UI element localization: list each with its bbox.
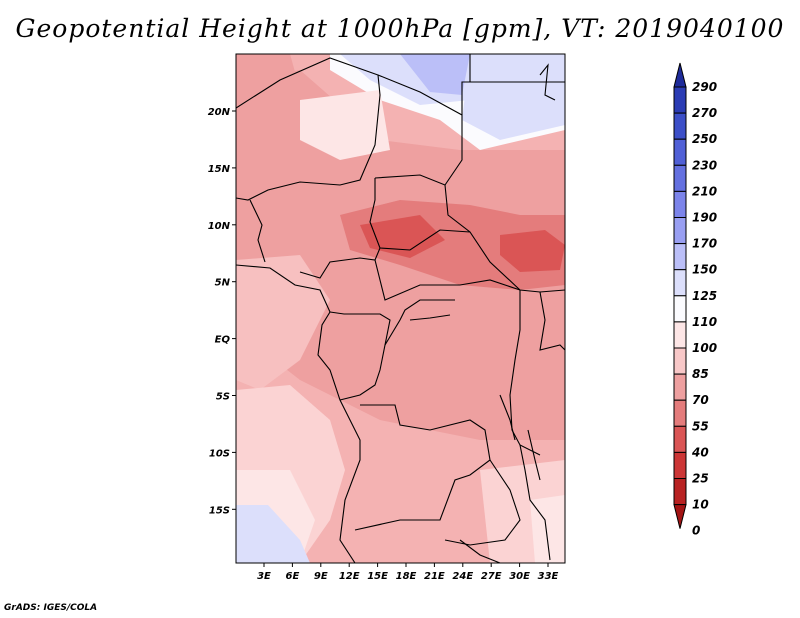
colorbar-label: 125 [692,289,717,303]
field-blue-southwest [236,505,310,563]
colorbar-segment [673,190,687,218]
lon-label: 12E [339,571,360,582]
border-nigeria-east [249,199,266,263]
colorbar-segment [673,373,687,401]
lon-label: 33E [538,571,559,582]
border-car-north [379,229,471,251]
colorbar-segment [673,347,687,375]
border-chad-libya [374,74,463,186]
lat-label: EQ [215,335,231,346]
colorbar-label: 290 [692,80,717,94]
lon-label: 27E [481,571,502,582]
colorbar-segment [673,425,687,453]
lon-label: 18E [396,571,417,582]
river-congo [409,314,451,321]
border-south [459,539,501,563]
colorbar-label: 55 [692,419,709,433]
lake-tanganyika [499,394,516,441]
colorbar-segment [673,321,687,349]
red-sea-coast [539,63,556,101]
colorbar-bottom-arrow [673,504,687,529]
country-borders [236,54,565,563]
colorbar-label: 10 [692,498,709,512]
border-drc-north [384,299,455,346]
colorbar-label: 150 [692,263,717,277]
colorbar-segment [673,138,687,166]
latitude-axis: 20N 15N 10N 5N EQ 5S 10S 15S [208,107,236,516]
lat-label: 5S [216,392,230,403]
colorbar-segment [673,295,687,323]
colorbar-label: 25 [692,472,709,486]
colorbar-label: 40 [691,445,709,459]
border-car-drc [374,259,521,301]
border-north-west [236,57,381,201]
field-pale-north [300,90,390,160]
map-title: Geopotential Height at 1000hPa [gpm], VT… [15,14,785,43]
colorbar: 2902702502302101901701501251101008570554… [673,62,717,538]
lake-malawi [527,429,541,481]
colorbar-segment [673,217,687,245]
colorbar-label: 210 [692,184,717,198]
colorbar-top-arrow [673,62,687,88]
field-low-center [360,215,445,258]
lat-label: 10N [208,221,231,232]
lon-label: 24E [452,571,473,582]
colorbar-segment [673,451,687,479]
colorbar-label: 270 [692,106,717,120]
lon-label: 15E [367,571,388,582]
colorbar-segment [673,243,687,271]
colorbar-segment [673,86,687,114]
colorbar-label: 100 [692,341,717,355]
longitude-axis: 3E 6E 9E 12E 15E 18E 21E 24E 27E 30E 33E [257,563,559,582]
lon-label: 9E [314,571,328,582]
field-blue-northeast [462,54,565,140]
lon-label: 21E [424,571,445,582]
border-west-coast [317,311,361,563]
lon-label: 3E [257,571,271,582]
colorbar-label: 85 [692,367,709,381]
field-light-west [236,255,330,390]
lon-label: 6E [286,571,300,582]
lat-label: 15N [208,164,231,175]
lat-label: 20N [208,107,231,118]
colorbar-segment [673,164,687,192]
grads-credit: GrADS: IGES/COLA [4,603,98,613]
field-pale-southeast [530,495,565,563]
border-libya-sudan [461,54,471,115]
field-blue-core [400,54,470,95]
colorbar-segment [673,478,687,506]
colorbar-segment [673,399,687,427]
colorbar-label: 190 [692,211,717,225]
height-field [236,54,565,563]
lat-label: 5N [215,278,231,289]
border-mozambique [519,444,551,561]
field-northwest [236,54,300,110]
border-coast-nigeria [236,264,331,313]
colorbar-segment [673,269,687,297]
lat-label: 10S [209,448,230,459]
colorbar-label: 250 [692,132,717,146]
lat-label: 15S [209,505,230,516]
colorbar-label: 110 [692,315,717,329]
map-frame [235,53,566,564]
colorbar-label: 70 [692,393,709,407]
colorbar-label: 0 [692,524,700,538]
lon-label: 30E [509,571,530,582]
field-low-east [500,230,565,272]
border-angola [354,404,491,531]
colorbar-label: 170 [692,237,717,251]
border-uganda [539,291,565,351]
colorbar-segment [673,112,687,140]
colorbar-label: 230 [692,158,717,172]
